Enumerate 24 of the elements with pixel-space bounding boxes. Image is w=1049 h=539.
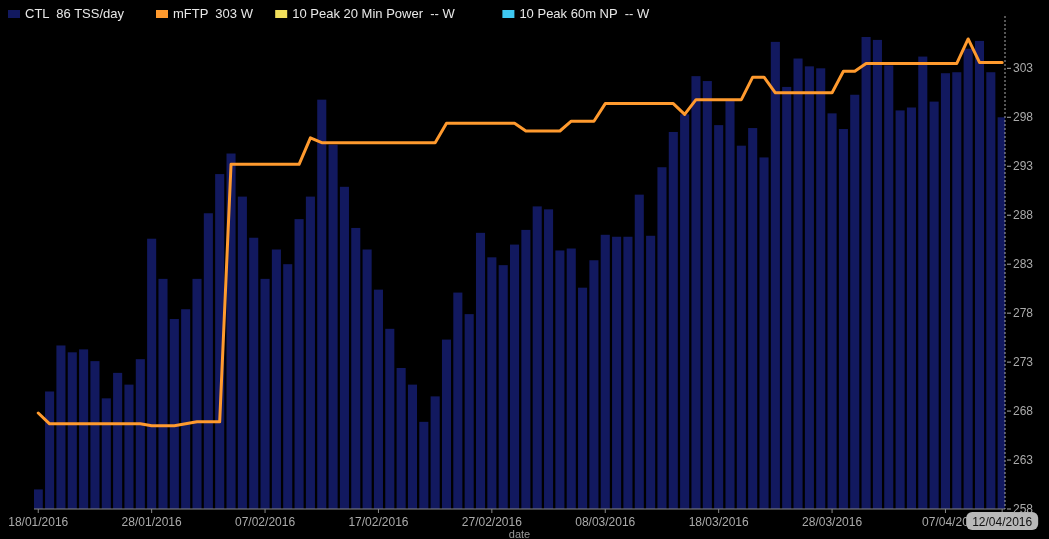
legend-label: 10 Peak 60m NP -- W [519,6,650,21]
y-tick-label: 263 [1013,453,1034,468]
legend-label: mFTP 303 W [173,6,254,21]
x-tick-label: 28/03/2016 [802,515,863,529]
y-tick-label: 293 [1013,159,1034,174]
y-tick-label: 288 [1013,208,1034,223]
y-tick-label: 273 [1013,355,1034,370]
x-tick-label: 12/04/2016 [972,515,1033,529]
x-tick-label: 28/01/2016 [121,515,183,529]
y-tick-label: 298 [1013,110,1034,125]
x-tick-label: 27/02/2016 [461,515,523,529]
y-tick-label: 283 [1013,257,1034,272]
legend-label: CTL 86 TSS/day [25,6,125,21]
x-tick-label: 18/03/2016 [688,515,750,529]
x-tick-label: 07/02/2016 [235,515,296,529]
x-tick-label: 17/02/2016 [348,515,409,529]
legend-label: 10 Peak 20 Min Power -- W [292,6,456,21]
line-series [36,37,1004,428]
x-tick-label: 08/03/2016 [575,515,636,529]
x-tick-label: 18/01/2016 [8,515,69,529]
y-tick-label: 303 [1013,61,1034,76]
y-tick-label: 268 [1013,404,1034,419]
x-axis-title: date [508,528,531,539]
y-tick-label: 278 [1013,306,1034,321]
